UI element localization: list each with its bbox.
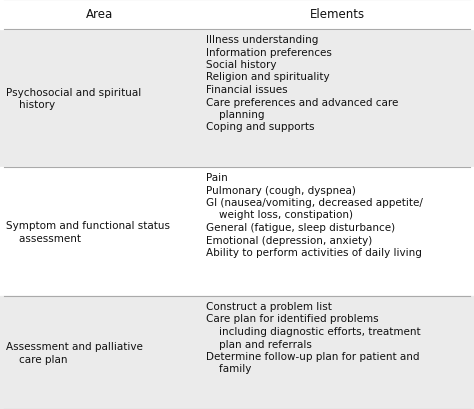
- Text: planning: planning: [206, 110, 264, 120]
- Text: Information preferences: Information preferences: [206, 47, 332, 57]
- Text: Ability to perform activities of daily living: Ability to perform activities of daily l…: [206, 247, 422, 257]
- Text: Construct a problem list: Construct a problem list: [206, 301, 332, 311]
- Text: Psychosocial and spiritual: Psychosocial and spiritual: [6, 88, 141, 97]
- Text: Financial issues: Financial issues: [206, 85, 288, 95]
- Text: family: family: [206, 364, 251, 373]
- Text: Emotional (depression, anxiety): Emotional (depression, anxiety): [206, 235, 372, 245]
- Text: Pain: Pain: [206, 173, 228, 182]
- Text: assessment: assessment: [6, 233, 81, 243]
- Text: Care plan for identified problems: Care plan for identified problems: [206, 314, 379, 324]
- Bar: [0, 30, 474, 168]
- Bar: [0, 296, 474, 409]
- Text: including diagnostic efforts, treatment: including diagnostic efforts, treatment: [206, 326, 420, 336]
- Text: plan and referrals: plan and referrals: [206, 339, 312, 348]
- Bar: [0, 168, 474, 296]
- Text: Elements: Elements: [310, 9, 365, 21]
- Text: Assessment and palliative: Assessment and palliative: [6, 342, 143, 351]
- Text: Pulmonary (cough, dyspnea): Pulmonary (cough, dyspnea): [206, 185, 356, 195]
- Bar: [0, 0, 474, 30]
- Text: Coping and supports: Coping and supports: [206, 122, 315, 132]
- Text: General (fatigue, sleep disturbance): General (fatigue, sleep disturbance): [206, 222, 395, 232]
- Text: Illness understanding: Illness understanding: [206, 35, 319, 45]
- Text: Symptom and functional status: Symptom and functional status: [6, 221, 170, 231]
- Text: Determine follow-up plan for patient and: Determine follow-up plan for patient and: [206, 351, 419, 361]
- Text: Care preferences and advanced care: Care preferences and advanced care: [206, 97, 398, 107]
- Text: Social history: Social history: [206, 60, 276, 70]
- Text: Area: Area: [86, 9, 114, 21]
- Text: care plan: care plan: [6, 354, 67, 364]
- Text: GI (nausea/vomiting, decreased appetite/: GI (nausea/vomiting, decreased appetite/: [206, 198, 423, 207]
- Text: weight loss, constipation): weight loss, constipation): [206, 210, 353, 220]
- Text: history: history: [6, 100, 55, 110]
- Text: Religion and spirituality: Religion and spirituality: [206, 72, 329, 82]
